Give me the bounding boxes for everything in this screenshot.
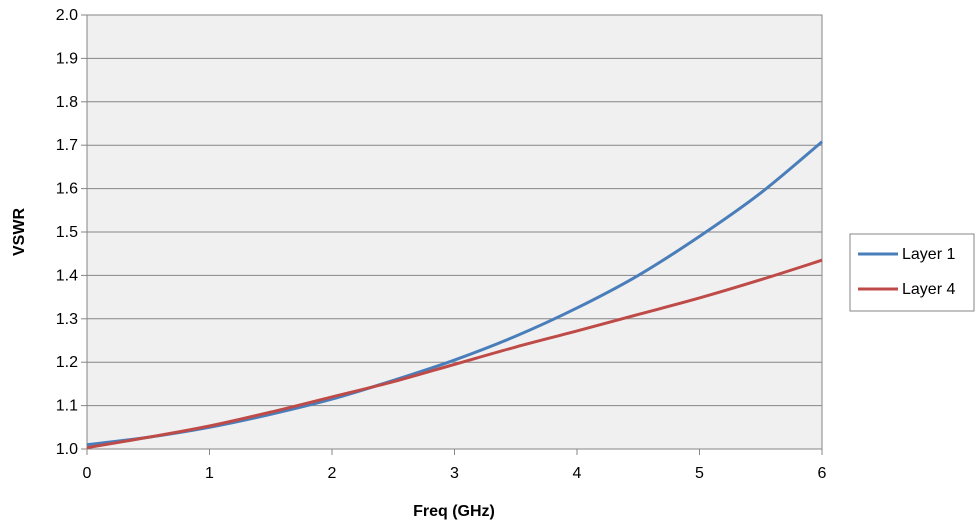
- y-axis-title: VSWR: [11, 208, 28, 256]
- x-tick-label: 5: [695, 465, 704, 482]
- grid-lines: [87, 57, 822, 407]
- y-tick-label: 1.7: [56, 137, 78, 154]
- x-tick-label: 0: [83, 465, 92, 482]
- legend: Layer 1 Layer 4: [849, 233, 975, 312]
- y-tick-label: 1.5: [56, 224, 78, 241]
- y-tick-label: 1.0: [56, 441, 78, 458]
- y-tick-label: 1.8: [56, 94, 78, 111]
- x-tick-label: 4: [573, 465, 582, 482]
- y-tick-label: 1.9: [56, 50, 78, 67]
- legend-box: [849, 233, 975, 312]
- y-tick-label: 1.2: [56, 354, 78, 371]
- y-axis-ticks: 1.0 1.1 1.2 1.3 1.4 1.5 1.6 1.7 1.8 1.9 2.0: [56, 7, 87, 458]
- y-tick-label: 1.4: [56, 267, 78, 284]
- x-tick-label: 1: [205, 465, 214, 482]
- x-tick-label: 3: [450, 465, 459, 482]
- x-tick-label: 6: [818, 465, 827, 482]
- x-tick-label: 2: [328, 465, 337, 482]
- y-tick-label: 1.3: [56, 311, 78, 328]
- x-axis-ticks: 0 1 2 3 4 5 6: [83, 449, 827, 482]
- series-lines: [86, 140, 823, 450]
- legend-label-layer-1: Layer 1: [902, 246, 955, 263]
- x-axis-title: Freq (GHz): [413, 503, 495, 520]
- legend-label-layer-4: Layer 4: [902, 281, 955, 298]
- y-tick-label: 2.0: [56, 7, 78, 24]
- y-tick-label: 1.6: [56, 181, 78, 198]
- series-line-layer-4: [86, 258, 823, 450]
- y-tick-label: 1.1: [56, 398, 78, 415]
